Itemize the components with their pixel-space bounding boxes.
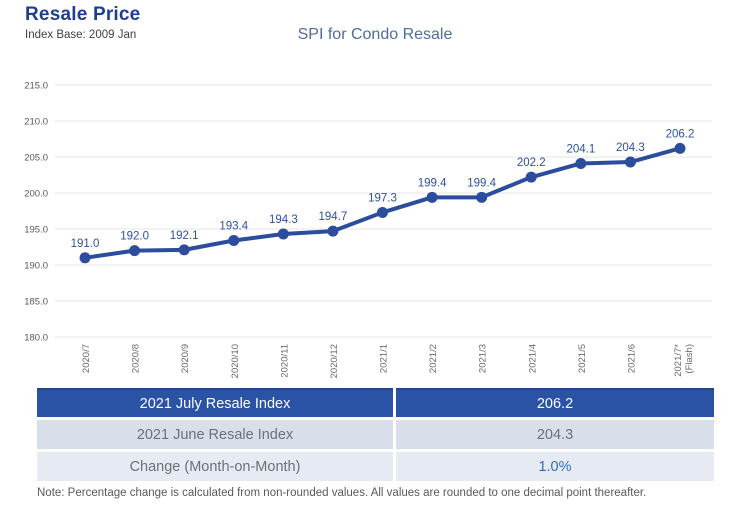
x-tick-label: 2021/3	[478, 344, 489, 373]
x-tick-label: 2020/12	[329, 344, 340, 378]
resale-index-table: 2021 July Resale Index 206.2 2021 June R…	[37, 388, 714, 481]
data-point	[79, 252, 91, 264]
data-point	[327, 225, 339, 237]
data-point	[178, 244, 190, 256]
data-point	[377, 206, 388, 218]
x-tick-label: 2021/6	[626, 344, 637, 373]
data-point	[129, 245, 141, 257]
x-tick-label: 2021/1	[379, 344, 390, 373]
data-point-label: 199.4	[467, 177, 496, 189]
table-row-value-change: 1.0%	[396, 452, 714, 481]
data-point-label: 194.3	[269, 214, 298, 226]
data-point-label: 197.3	[368, 192, 397, 204]
table-row-label: Change (Month-on-Month)	[37, 452, 393, 481]
y-tick-label: 195.0	[24, 225, 48, 236]
data-point-label: 206.2	[666, 128, 695, 140]
data-point-label: 202.2	[517, 157, 546, 169]
data-point	[674, 142, 686, 154]
y-tick-label: 200.0	[24, 189, 48, 200]
data-point-label: 192.0	[120, 231, 149, 243]
page-title: Resale Price	[25, 4, 141, 25]
table-row-value: 204.3	[396, 420, 714, 449]
data-point	[228, 235, 240, 247]
data-point-label: 194.7	[319, 211, 348, 223]
x-tick-label: 2020/10	[230, 344, 241, 378]
resale-line-chart: 180.0 185.0 190.0 195.0 200.0 205.0 210.0 215.0…	[24, 81, 712, 378]
data-point-label: 204.1	[566, 143, 595, 155]
data-point	[277, 228, 289, 240]
x-tick-label: 2021/2	[428, 344, 439, 373]
y-tick-label: 215.0	[24, 81, 48, 92]
y-tick-label: 185.0	[24, 297, 48, 308]
data-point-label: 193.4	[219, 221, 248, 233]
x-tick-label: 2020/7	[81, 344, 92, 373]
x-tick-label: 2021/4	[527, 344, 538, 373]
index-base-label: Index Base: 2009 Jan	[25, 29, 137, 41]
x-tick-label: 2021/7*	[673, 344, 684, 377]
x-tick-label: 2020/11	[279, 344, 290, 378]
data-point	[525, 171, 537, 183]
data-point	[476, 191, 488, 203]
x-tick-label: 2020/9	[180, 344, 191, 373]
data-point-label: 192.1	[170, 230, 199, 242]
table-row-value: 206.2	[396, 388, 714, 417]
x-tick-label: (Flash)	[684, 344, 695, 374]
data-point-label: 204.3	[616, 142, 645, 154]
x-tick-label: 2020/8	[131, 344, 142, 373]
data-point	[575, 157, 587, 169]
table-row-label: 2021 June Resale Index	[37, 420, 393, 449]
y-tick-label: 210.0	[24, 117, 48, 128]
data-point	[624, 156, 636, 168]
data-point	[426, 191, 438, 203]
table-row-label: 2021 July Resale Index	[37, 388, 393, 417]
data-point-label: 199.4	[418, 177, 447, 189]
data-point-label: 191.0	[71, 238, 100, 250]
chart-title: SPI for Condo Resale	[297, 26, 453, 43]
x-tick-label: 2021/5	[577, 344, 588, 373]
y-tick-label: 205.0	[24, 153, 48, 164]
y-tick-label: 190.0	[24, 261, 48, 272]
footnote: Note: Percentage change is calculated fr…	[37, 487, 647, 499]
y-tick-label: 180.0	[24, 333, 48, 344]
